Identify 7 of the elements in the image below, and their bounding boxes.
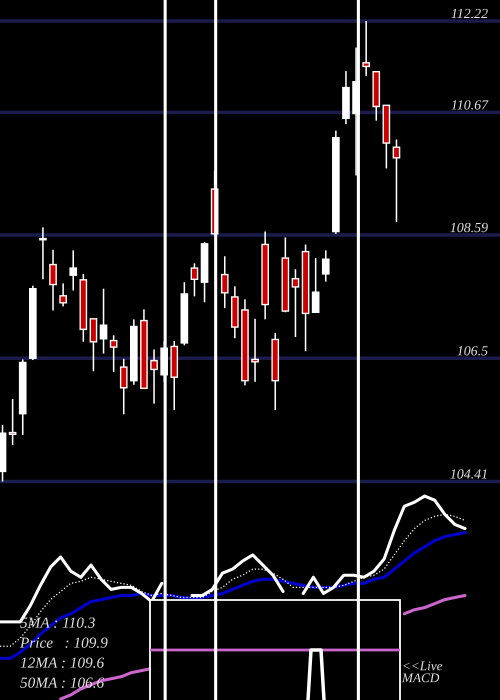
annotation: 12MA : 109.6: [20, 658, 104, 668]
annotation: <<Live MACD: [402, 661, 442, 682]
y-tick-label: 106.5: [457, 346, 488, 356]
y-tick-label: 108.59: [450, 222, 488, 232]
y-tick-label: 112.22: [451, 8, 488, 18]
y-tick-label: 104.41: [450, 469, 487, 479]
y-tick-label: 110.67: [451, 100, 489, 110]
